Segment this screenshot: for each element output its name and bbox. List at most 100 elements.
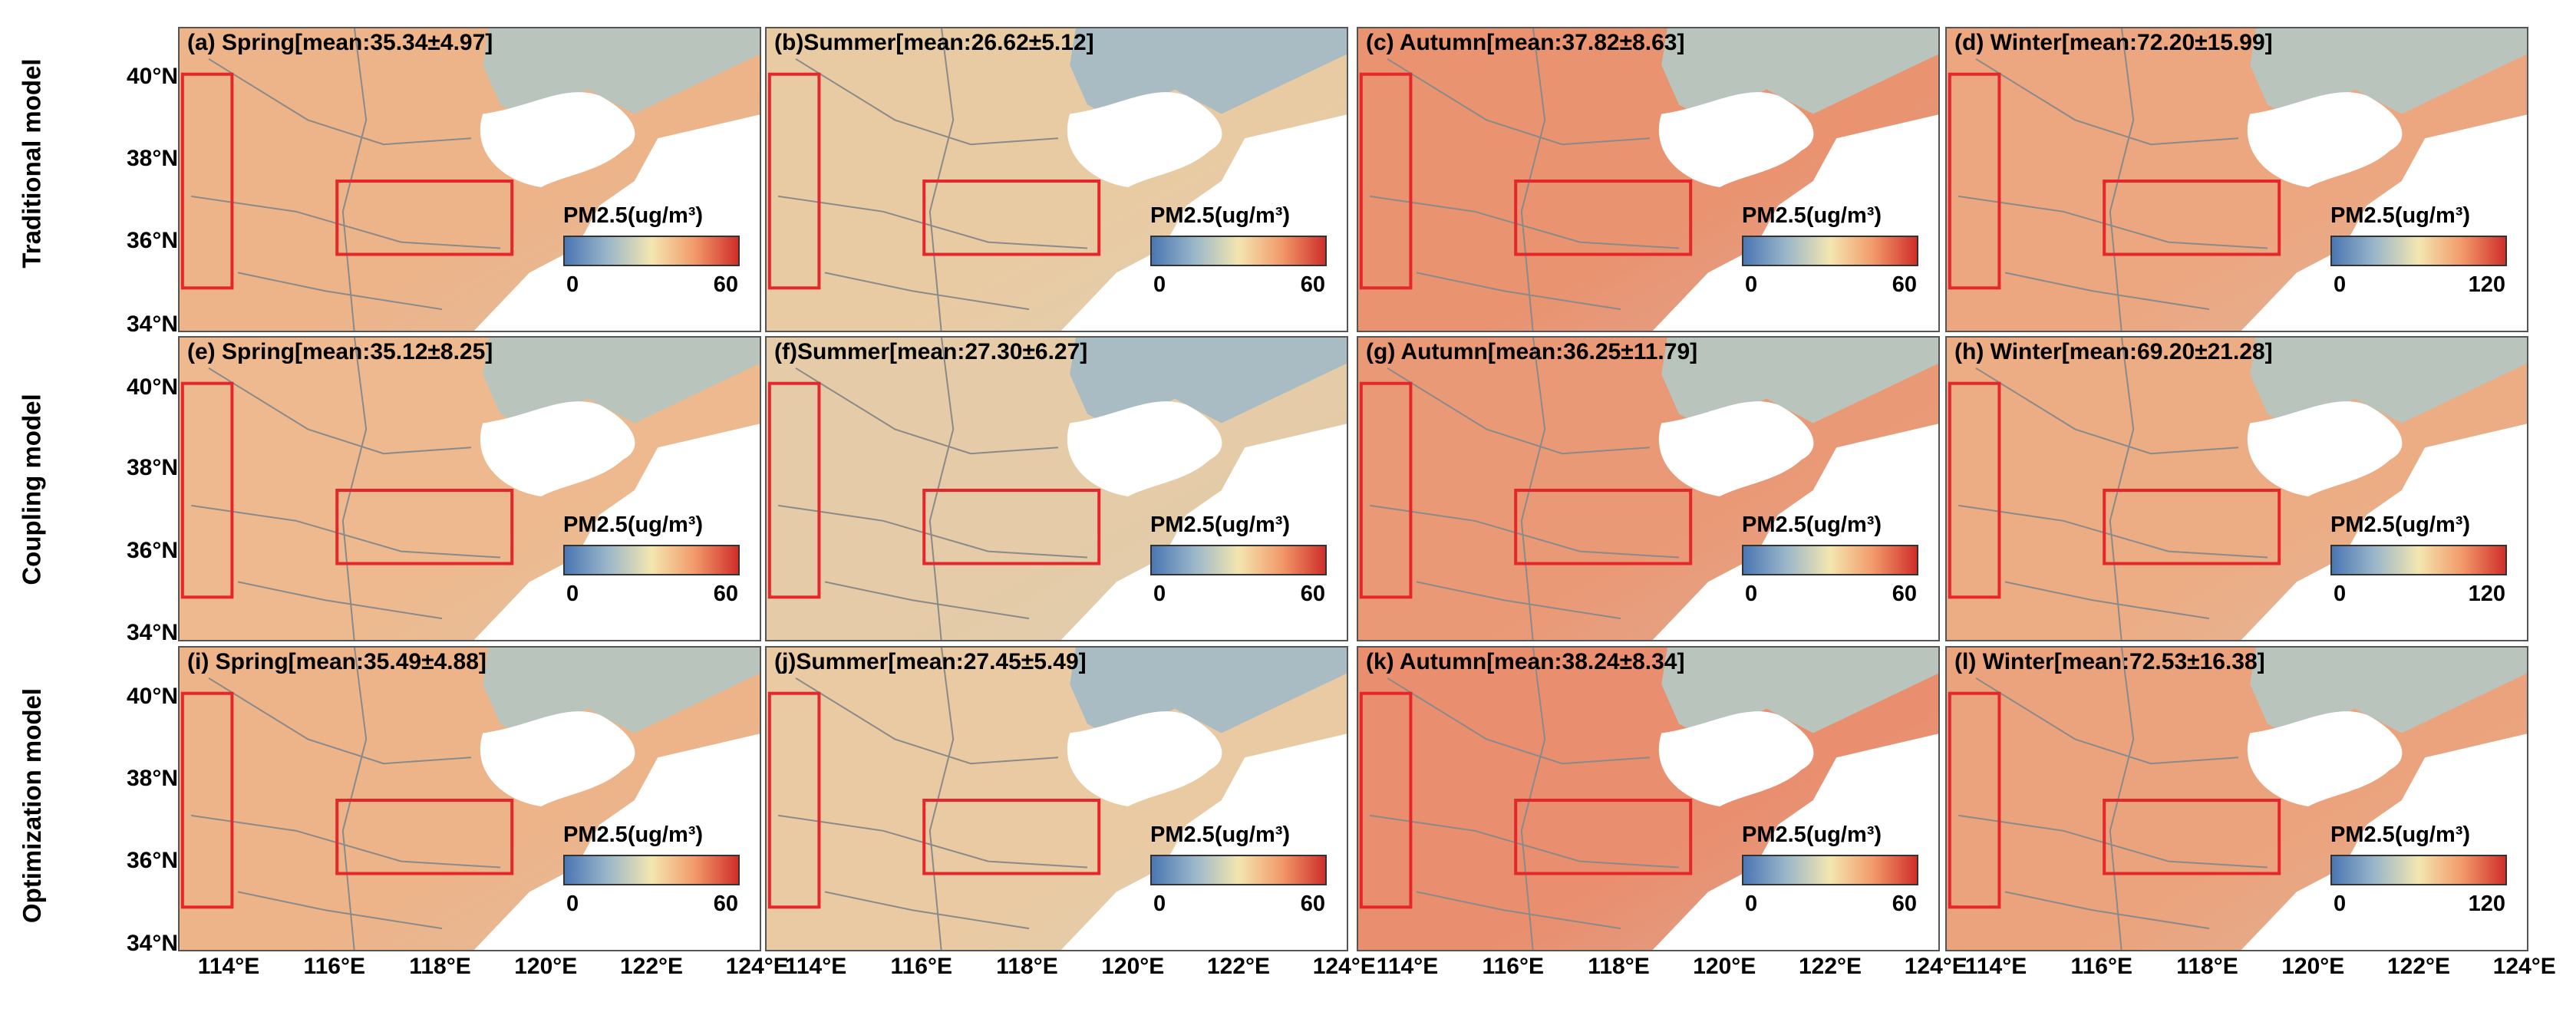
lat-tick: 36°N [126,228,178,253]
panel-title: (e) Spring[mean:35.12±8.25] [187,339,493,364]
taihang-box [1948,691,2001,909]
lat-tick: 36°N [126,848,178,873]
colorbar-label: PM2.5(ug/m³) [1150,513,1291,537]
colorbar-max-tick: 120 [2468,892,2505,916]
colorbar-min-tick: 0 [2334,272,2347,297]
colorbar-label: PM2.5(ug/m³) [563,513,704,537]
pm25-map [767,338,1347,640]
lon-tick: 118°E [996,954,1058,979]
colorbar-max-tick: 60 [713,582,738,606]
province-boundaries [191,648,501,950]
bohai-sea [480,711,635,806]
lon-tick: 114°E [1376,954,1439,979]
lon-tick: 124°E [2492,954,2556,979]
colorbar-max-tick: 120 [2468,272,2505,297]
bohai-sea [2247,711,2403,806]
lon-tick: 124°E [725,954,789,979]
map-panel: (f)Summer[mean:27.30±6.27] PM2.5(ug/m³) 0 6… [765,336,1348,641]
pm25-map [1947,648,2527,950]
lon-tick: 124°E [1904,954,1967,979]
colorbar-label: PM2.5(ug/m³) [563,822,704,847]
study-region-box [335,180,514,256]
lon-tick: 120°E [514,954,578,979]
panel-title: (c) Autumn[mean:37.82±8.63] [1366,30,1685,55]
colorbar [2330,236,2507,266]
row-label-traditional: Traditional model [14,0,51,326]
pm25-map [1947,338,2527,640]
lon-tick: 122°E [1798,954,1862,979]
colorbar-max-tick: 60 [713,892,738,916]
panel-title: (d) Winter[mean:72.20±15.99] [1954,30,2273,55]
row-label-coupling: Coupling model [14,326,51,652]
taihang-box [1948,381,2001,599]
panel-title: (j)Summer[mean:27.45±5.49] [774,649,1087,674]
bohai-sea [2247,92,2403,187]
taihang-box [767,381,821,599]
row-label-text: Coupling model [18,393,46,585]
lat-tick: 38°N [126,146,178,171]
taihang-box [1948,72,2001,290]
lat-tick: 34°N [126,312,178,337]
province-boundaries [778,338,1088,640]
colorbar [563,855,740,885]
province-boundaries [1370,648,1680,950]
pm25-map [180,338,760,640]
taihang-box [1359,72,1413,290]
study-region-box [335,489,514,565]
colorbar [1150,545,1327,575]
yellow-sea [2241,424,2527,640]
colorbar [1742,855,1918,885]
pm25-map [767,648,1347,950]
map-panel: (d) Winter[mean:72.20±15.99] PM2.5(ug/m³)… [1945,27,2528,332]
map-panel: (k) Autumn[mean:38.24±8.34] PM2.5(ug/m³) 0… [1357,646,1940,951]
lon-tick: 120°E [1693,954,1756,979]
map-panel: (j)Summer[mean:27.45±5.49] PM2.5(ug/m³) 0 6… [765,646,1348,951]
lon-tick: 116°E [890,954,952,979]
taihang-box [180,381,234,599]
lon-tick: 118°E [409,954,471,979]
colorbar [2330,545,2507,575]
study-region-box [1514,180,1693,256]
colorbar [1742,236,1918,266]
row-label-text: Optimization model [18,687,47,924]
colorbar-label: PM2.5(ug/m³) [1150,203,1291,228]
province-boundaries [1958,648,2268,950]
bohai-sea [1658,711,1814,806]
pm25-map [1358,648,1938,950]
yellow-sea [1652,733,1938,950]
province-boundaries [1370,28,1680,331]
study-region-box [922,180,1101,256]
panel-title: (b)Summer[mean:26.62±5.12] [774,30,1094,55]
lon-tick: 114°E [1964,954,2027,979]
yellow-sea [2241,733,2527,950]
colorbar-min-tick: 0 [2334,892,2347,916]
taihang-box [767,72,821,290]
panel-title: (f)Summer[mean:27.30±6.27] [774,339,1088,364]
colorbar-min-tick: 0 [1745,272,1758,297]
colorbar-min-tick: 0 [2334,582,2347,606]
map-panel: (l) Winter[mean:72.53±16.38] PM2.5(ug/m³)… [1945,646,2528,951]
bohai-sea [1067,401,1222,496]
bohai-sea [1658,92,1814,187]
map-panel: (a) Spring[mean:35.34±4.97] PM2.5(ug/m³) 0… [178,27,761,332]
province-boundaries [778,648,1088,950]
study-region-box [922,799,1101,875]
pm25-map [767,28,1347,331]
colorbar-max-tick: 60 [1892,582,1917,606]
study-region-box [2103,799,2281,875]
lon-tick: 122°E [619,954,684,979]
study-region-box [922,489,1101,565]
lon-tick: 120°E [2281,954,2345,979]
bohai-sea [1658,401,1814,496]
province-boundaries [191,28,501,331]
map-panel: (b)Summer[mean:26.62±5.12] PM2.5(ug/m³) 0 6… [765,27,1348,332]
colorbar-max-tick: 60 [1300,892,1325,916]
lat-tick: 40°N [126,684,178,709]
taihang-box [180,691,234,909]
lon-tick: 114°E [197,954,260,979]
province-boundaries [1958,338,2268,640]
colorbar-label: PM2.5(ug/m³) [1742,513,1882,537]
colorbar-max-tick: 60 [1300,272,1325,297]
yellow-sea [473,424,760,640]
colorbar-label: PM2.5(ug/m³) [2330,822,2471,847]
